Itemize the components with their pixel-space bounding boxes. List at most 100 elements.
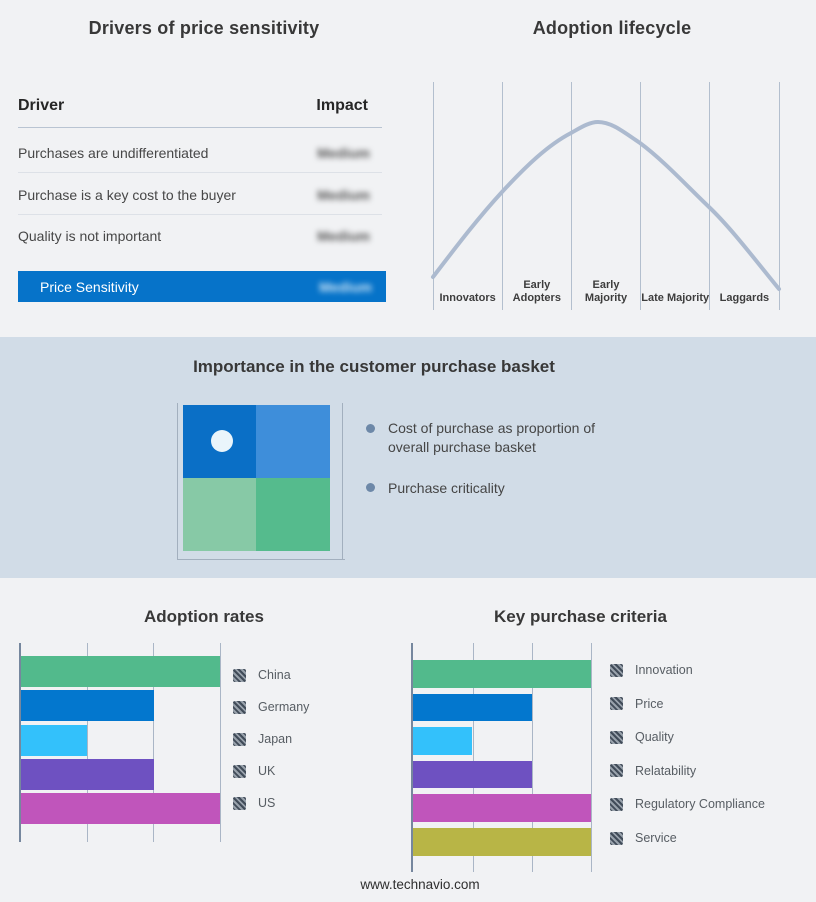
legend-item-china: China bbox=[233, 668, 291, 682]
bar-price bbox=[413, 693, 532, 722]
legend-swatch-hatch-icon bbox=[233, 700, 246, 714]
adoption-rates-gridline bbox=[220, 643, 221, 842]
stage-label-early-majority: Early Majority bbox=[584, 279, 628, 304]
bar-china bbox=[21, 656, 220, 687]
legend-swatch-hatch-icon bbox=[610, 797, 623, 811]
quadrant-axis-right bbox=[342, 403, 343, 559]
legend-item-germany: Germany bbox=[233, 700, 309, 714]
key-criteria-gridline bbox=[473, 643, 474, 872]
basket-bullet: Purchase criticality bbox=[388, 480, 505, 496]
legend-swatch-hatch-icon bbox=[233, 732, 246, 746]
bar-japan bbox=[21, 724, 88, 756]
legend-label: Price bbox=[635, 696, 664, 711]
legend-label: Service bbox=[635, 831, 677, 845]
lifecycle-gridline bbox=[571, 82, 572, 310]
key-criteria-gridline bbox=[532, 643, 533, 872]
quadrant-axis-left bbox=[177, 403, 178, 559]
bar-regulatory-compliance bbox=[413, 794, 591, 822]
impact-cell-blurred: Medium bbox=[317, 228, 370, 244]
legend-label: Innovation bbox=[635, 663, 693, 677]
lifecycle-stage-labels: Innovators Early Adopters Early Majority… bbox=[433, 272, 779, 305]
adoption-rates-title: Adoption rates bbox=[144, 607, 264, 626]
lifecycle-gridline bbox=[709, 82, 710, 310]
driver-cell: Purchases are undifferentiated bbox=[18, 145, 209, 161]
quadrant-dot bbox=[211, 430, 233, 452]
legend-item-innovation: Innovation bbox=[610, 663, 693, 677]
lifecycle-curve bbox=[431, 119, 781, 291]
bar-quality bbox=[413, 727, 473, 755]
legend-item-price: Price bbox=[610, 697, 663, 711]
legend-label: Japan bbox=[258, 732, 293, 746]
table-row: Purchase is a key cost to the buyer Medi… bbox=[18, 185, 370, 205]
table-row: Purchases are undifferentiated Medium bbox=[18, 143, 370, 163]
bar-service bbox=[413, 828, 591, 856]
legend-item-japan: Japan bbox=[233, 732, 292, 746]
legend-label: Relatability bbox=[635, 763, 697, 778]
basket-panel-title: Importance in the customer purchase bask… bbox=[193, 357, 555, 376]
impact-cell-blurred: Medium bbox=[317, 145, 370, 161]
stage-label-innovators: Innovators bbox=[439, 292, 496, 304]
key-purchase-criteria-title: Key purchase criteria bbox=[494, 607, 667, 626]
drivers-table-header: Driver Impact bbox=[18, 97, 368, 115]
driver-column-header: Driver bbox=[18, 97, 65, 114]
bar-innovation bbox=[413, 660, 591, 688]
bar-uk bbox=[21, 758, 154, 790]
lifecycle-gridline bbox=[640, 82, 641, 310]
legend-label: US bbox=[258, 796, 276, 810]
legend-item-relatability: Relatability bbox=[610, 764, 696, 778]
legend-item-quality: Quality bbox=[610, 730, 674, 744]
key-criteria-gridline bbox=[591, 643, 592, 872]
legend-label: Quality bbox=[635, 730, 674, 745]
legend-swatch-hatch-icon bbox=[610, 730, 623, 744]
legend-swatch-hatch-icon bbox=[233, 796, 246, 810]
legend-label: China bbox=[258, 668, 291, 682]
legend-swatch-hatch-icon bbox=[610, 697, 623, 711]
lifecycle-gridline bbox=[502, 82, 503, 310]
legend-swatch-hatch-icon bbox=[233, 764, 246, 778]
lifecycle-panel-title: Adoption lifecycle bbox=[532, 18, 692, 38]
quadrant-axis-bottom bbox=[177, 559, 345, 560]
lifecycle-gridline bbox=[779, 82, 780, 310]
table-row: Quality is not important Medium bbox=[18, 226, 370, 246]
legend-item-uk: UK bbox=[233, 764, 275, 778]
bar-us bbox=[21, 793, 220, 825]
stage-label-late-majority: Late Majority bbox=[641, 292, 710, 304]
price-sensitivity-label: Price Sensitivity bbox=[40, 278, 139, 295]
table-header-underline bbox=[18, 127, 382, 128]
price-sensitivity-row: Price Sensitivity Medium bbox=[18, 271, 386, 302]
bar-germany bbox=[21, 690, 154, 722]
legend-swatch-hatch-icon bbox=[610, 831, 623, 845]
driver-cell: Quality is not important bbox=[18, 228, 162, 244]
table-row-separator bbox=[18, 172, 382, 173]
drivers-panel-title: Drivers of price sensitivity bbox=[88, 18, 320, 38]
stage-label-early-adopters: Early Adopters bbox=[512, 279, 561, 304]
footer-url: www.technavio.com bbox=[360, 877, 480, 892]
legend-label: Regulatory Compliance bbox=[635, 797, 765, 812]
legend-label: Germany bbox=[258, 700, 310, 714]
legend-item-regulatory-compliance: Regulatory Compliance bbox=[610, 797, 765, 811]
legend-item-us: US bbox=[233, 796, 275, 810]
stage-label-laggards: Laggards bbox=[719, 292, 770, 304]
quadrant-cell-bottom-left bbox=[183, 478, 256, 551]
purchase-basket-band bbox=[0, 337, 816, 578]
impact-column-header: Impact bbox=[316, 97, 368, 114]
adoption-rates-y-axis bbox=[19, 643, 21, 842]
impact-cell-blurred: Medium bbox=[319, 278, 372, 295]
legend-item-service: Service bbox=[610, 831, 677, 845]
basket-bullet: Cost of purchase as proportion of overal… bbox=[388, 420, 596, 455]
lifecycle-gridline bbox=[433, 82, 434, 310]
bullet-icon bbox=[366, 424, 375, 433]
adoption-rates-gridline bbox=[87, 643, 88, 842]
adoption-rates-gridline bbox=[153, 643, 154, 842]
legend-swatch-hatch-icon bbox=[233, 668, 246, 682]
quadrant-cell-bottom-right bbox=[256, 478, 330, 551]
lifecycle-curve-path bbox=[431, 119, 781, 291]
table-row-separator bbox=[18, 214, 382, 215]
key-criteria-bars bbox=[413, 660, 591, 860]
key-criteria-y-axis bbox=[411, 643, 413, 872]
adoption-rates-bars bbox=[21, 656, 220, 826]
bar-relatability bbox=[413, 760, 532, 789]
legend-label: UK bbox=[258, 764, 276, 778]
bullet-icon bbox=[366, 483, 375, 492]
